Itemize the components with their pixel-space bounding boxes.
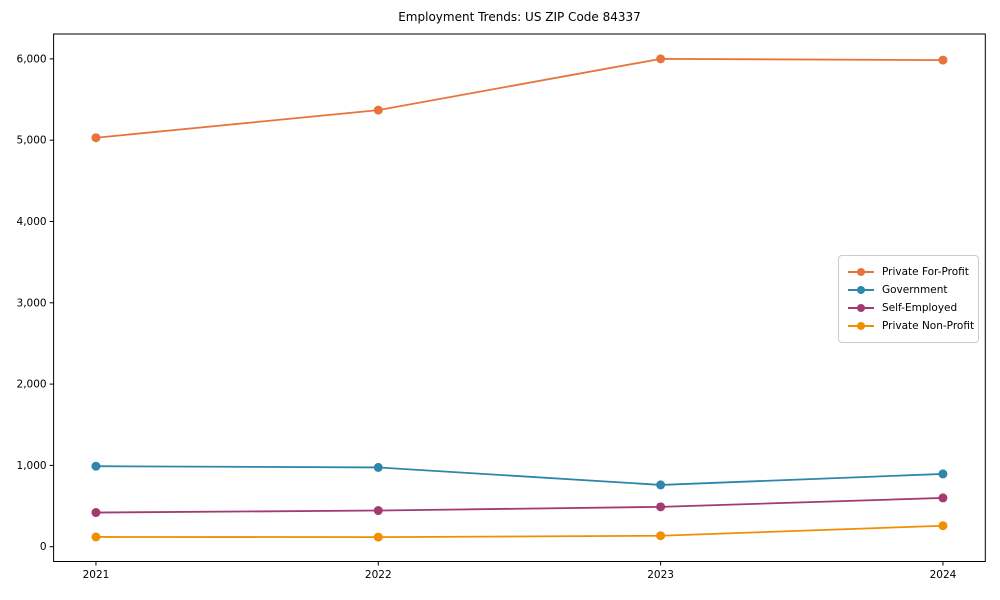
legend-line-marker-icon xyxy=(848,267,874,277)
data-point-marker xyxy=(91,461,101,471)
y-tick-label: 1,000 xyxy=(17,460,47,472)
x-tick-label: 2024 xyxy=(930,569,957,581)
legend-label: Private For-Profit xyxy=(882,266,969,278)
legend-label: Self-Employed xyxy=(882,302,958,314)
y-tick-label: 0 xyxy=(40,541,47,553)
y-tick-label: 4,000 xyxy=(17,216,47,228)
y-tick-label: 3,000 xyxy=(17,297,47,309)
series-line-government xyxy=(95,465,944,486)
legend-line-marker-icon xyxy=(848,303,874,313)
y-tick-label: 5,000 xyxy=(17,135,47,147)
data-point-marker xyxy=(656,54,666,64)
data-point-marker xyxy=(656,531,666,541)
data-point-marker xyxy=(373,532,383,542)
y-tick-label: 2,000 xyxy=(17,379,47,391)
x-tick-label: 2021 xyxy=(83,569,110,581)
data-point-marker xyxy=(938,469,948,479)
legend-item: Self-Employed xyxy=(848,299,968,317)
data-point-marker xyxy=(938,55,948,65)
data-point-marker xyxy=(373,462,383,472)
x-tick-label: 2023 xyxy=(647,569,674,581)
data-point-marker xyxy=(373,105,383,115)
y-tick-label: 6,000 xyxy=(17,53,47,65)
legend-label: Private Non-Profit xyxy=(882,320,975,332)
data-point-marker xyxy=(938,493,948,503)
series-line-private-for-profit xyxy=(95,57,944,139)
series-line-self-employed xyxy=(95,497,944,514)
legend-line-marker-icon xyxy=(848,285,874,295)
data-point-marker xyxy=(91,133,101,143)
legend: Private For-Profit Government Self-Employe… xyxy=(838,255,979,343)
data-point-marker xyxy=(938,521,948,531)
legend-item: Private For-Profit xyxy=(848,263,969,281)
chart-title: Employment Trends: US ZIP Code 84337 xyxy=(398,10,641,24)
data-point-marker xyxy=(373,506,383,516)
legend-line-marker-icon xyxy=(848,321,874,331)
legend-item: Private Non-Profit xyxy=(848,317,974,335)
legend-label: Government xyxy=(882,284,948,296)
legend-item: Government xyxy=(848,281,968,299)
series-line-private-non-profit xyxy=(95,524,944,539)
x-tick-label: 2022 xyxy=(365,569,392,581)
data-point-marker xyxy=(91,532,101,542)
axes-frame xyxy=(53,33,986,562)
data-point-marker xyxy=(656,502,666,512)
data-point-marker xyxy=(91,508,101,518)
data-point-marker xyxy=(656,480,666,490)
